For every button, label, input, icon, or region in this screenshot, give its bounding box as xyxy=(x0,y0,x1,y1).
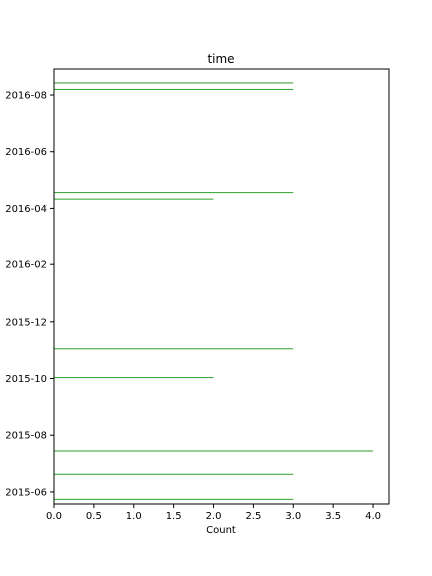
bar xyxy=(54,377,214,379)
x-tick-label: 1.0 xyxy=(126,511,142,522)
bar xyxy=(54,192,294,194)
bar xyxy=(54,198,214,200)
bar xyxy=(54,348,294,350)
x-tick-label: 1.5 xyxy=(166,511,182,522)
x-tick-label: 2.5 xyxy=(245,511,261,522)
x-tick-label: 3.0 xyxy=(285,511,301,522)
bar xyxy=(54,473,294,475)
y-tick-label: 2016-06 xyxy=(5,147,47,158)
bar xyxy=(54,498,294,500)
y-tick-label: 2016-04 xyxy=(5,204,47,215)
x-tick-label: 0.5 xyxy=(86,511,102,522)
bar xyxy=(54,88,294,90)
y-tick-label: 2015-06 xyxy=(5,487,47,498)
x-axis-title: Count xyxy=(206,525,236,536)
x-tick-label: 0.0 xyxy=(46,511,62,522)
y-tick-label: 2015-10 xyxy=(5,374,47,385)
bar xyxy=(54,82,294,84)
y-tick-label: 2016-02 xyxy=(5,260,47,271)
plot-frame xyxy=(53,68,390,505)
x-tick-label: 4.0 xyxy=(365,511,381,522)
x-axis: 0.0 0.5 1.0 1.5 2.0 2.5 3.0 3.5 4.0 xyxy=(46,504,381,522)
x-tick-label: 2.0 xyxy=(206,511,222,522)
y-tick-label: 2015-12 xyxy=(5,317,47,328)
y-tick-label: 2016-08 xyxy=(5,91,47,102)
bars-layer xyxy=(54,82,374,500)
y-tick-label: 2015-08 xyxy=(5,431,47,442)
bar xyxy=(54,450,374,452)
chart-title: time xyxy=(207,52,234,66)
x-tick-label: 3.5 xyxy=(325,511,341,522)
y-axis: 2015-06 2015-08 2015-10 2015-12 2016-02 2016-… xyxy=(5,91,54,498)
